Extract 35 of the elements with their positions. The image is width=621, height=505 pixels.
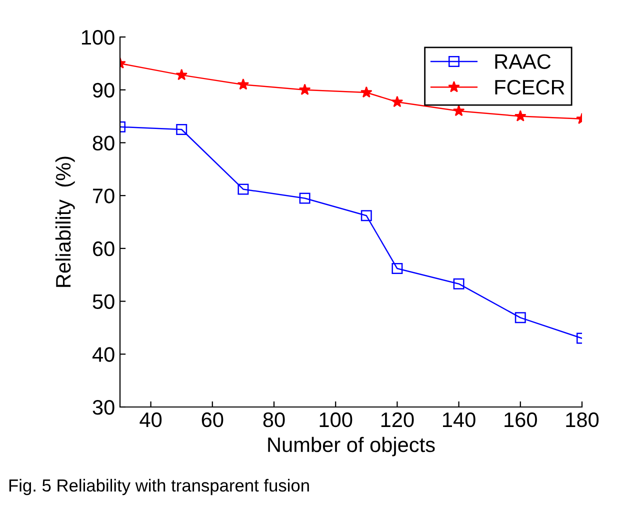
y-tick-label: 60 xyxy=(93,241,114,256)
point xyxy=(299,192,310,204)
x-tick-label: 160 xyxy=(504,412,537,428)
caption: Fig. 5 Reliability with transparent fusion xyxy=(9,478,309,496)
point xyxy=(360,86,372,98)
x-axis-title: Number of objects xyxy=(268,436,435,456)
y-tick-label: 40 xyxy=(92,347,114,362)
point xyxy=(360,210,372,222)
point xyxy=(514,110,526,122)
point xyxy=(238,184,249,195)
x-tick-label: 60 xyxy=(202,412,224,428)
point xyxy=(237,78,250,90)
point xyxy=(176,124,188,135)
y-tick-label: 50 xyxy=(92,294,114,310)
y-tick-label: 70 xyxy=(93,188,114,204)
x-tick-label: 140 xyxy=(443,412,476,428)
x-tick-label: 80 xyxy=(263,412,285,428)
y-tick-label: 90 xyxy=(92,82,114,98)
x-tick-label: 120 xyxy=(381,412,414,428)
y-tick-label: 80 xyxy=(92,136,114,150)
x-tick-label: 40 xyxy=(140,412,162,428)
point xyxy=(452,104,465,116)
x-tick-label: 180 xyxy=(566,412,599,428)
x-tick-label: 100 xyxy=(320,412,352,428)
point xyxy=(298,84,311,95)
point xyxy=(514,312,526,324)
point xyxy=(392,263,403,274)
y-tick-label: 100 xyxy=(82,30,114,45)
legend-label: FCECR xyxy=(495,80,564,95)
y-axis-title: Reliability (%) xyxy=(55,156,75,287)
point xyxy=(453,278,464,290)
point xyxy=(176,68,188,80)
y-tick-label: 30 xyxy=(92,400,114,415)
point xyxy=(391,96,404,108)
legend-label: RAAC xyxy=(495,54,551,69)
